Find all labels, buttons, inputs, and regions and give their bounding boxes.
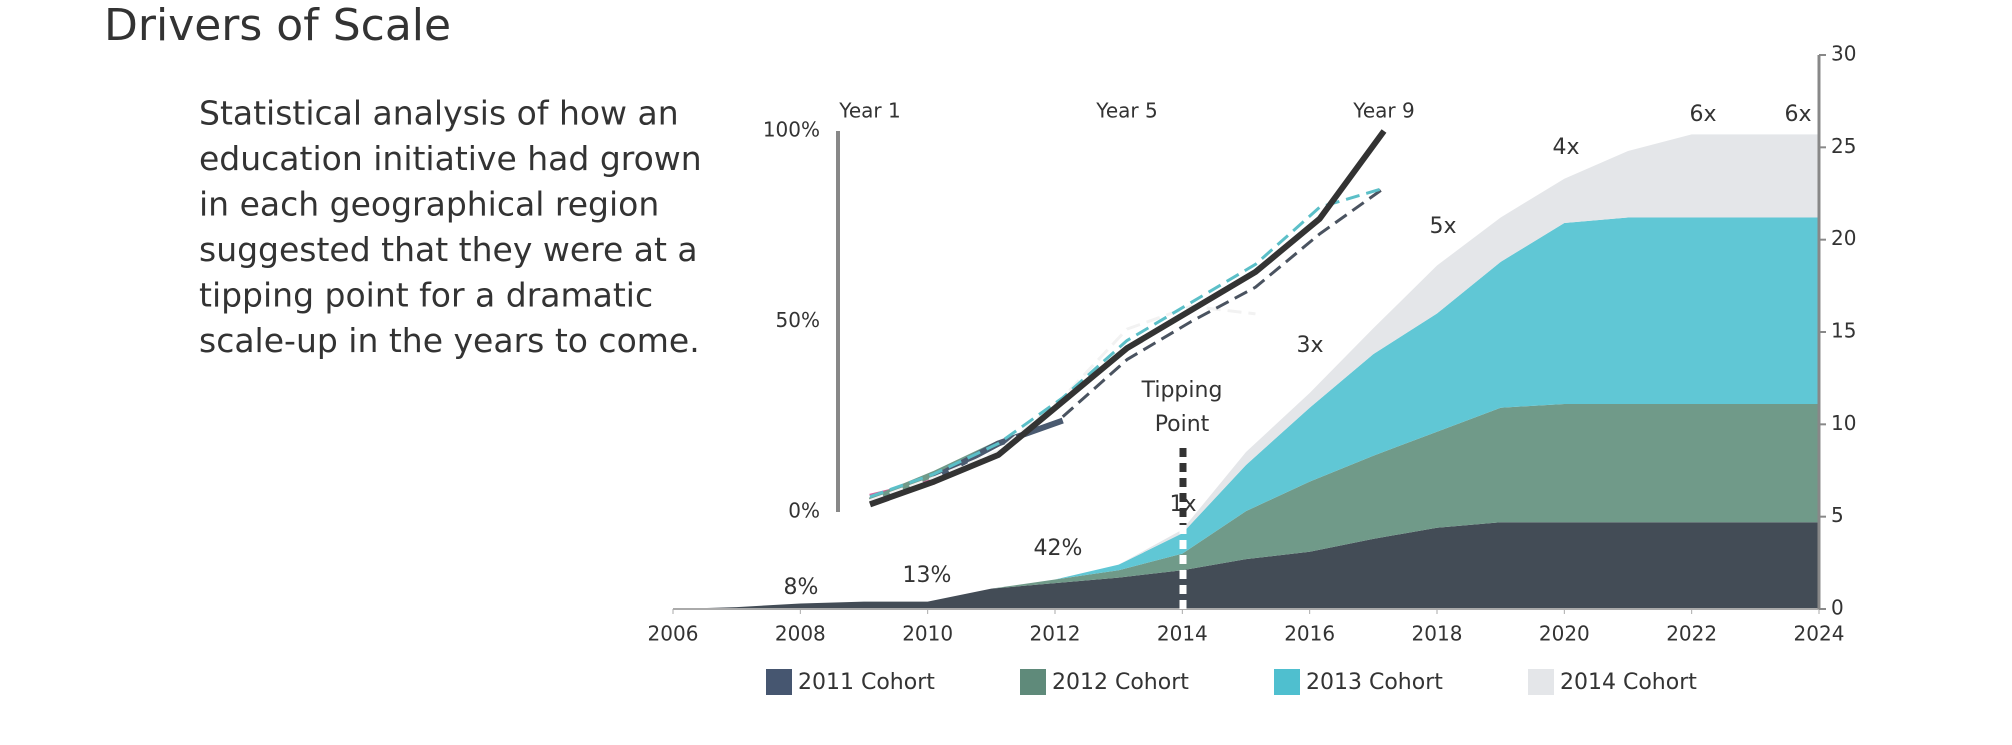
legend-label: 2011 Cohort bbox=[798, 670, 935, 695]
legend-swatch bbox=[1274, 669, 1300, 695]
y-tick-label: 5 bbox=[1831, 503, 1844, 527]
x-tick-label: 2016 bbox=[1284, 622, 1335, 646]
y-tick-label: 20 bbox=[1831, 226, 1856, 250]
y-tick-label: 30 bbox=[1831, 42, 1856, 66]
area bbox=[673, 134, 1819, 609]
x-tick-label: Year 9 bbox=[1352, 99, 1414, 123]
legend-swatch bbox=[1020, 669, 1046, 695]
legend-label: 2014 Cohort bbox=[1560, 670, 1697, 695]
annotation: Point bbox=[1155, 412, 1210, 437]
line bbox=[1061, 186, 1385, 418]
annotation: 8% bbox=[784, 575, 819, 600]
y-tick-label: 15 bbox=[1831, 319, 1856, 343]
page-title: Drivers of Scale bbox=[104, 0, 451, 51]
inset-chart: 0% 50% 100% Year 1 Year 5 Year 9 bbox=[763, 99, 1415, 523]
legend-label: 2013 Cohort bbox=[1306, 670, 1443, 695]
y-tick-label: 10 bbox=[1831, 411, 1856, 435]
x-tick-label: 2006 bbox=[648, 622, 699, 646]
x-tick-label: 2014 bbox=[1157, 622, 1208, 646]
description-line: tipping point for a dramatic bbox=[199, 276, 653, 315]
description: Statistical analysis of how an education … bbox=[199, 94, 702, 361]
description-line: education initiative had grown bbox=[199, 139, 702, 178]
annotation: 6x bbox=[1784, 102, 1811, 127]
main-chart: 2006 2008 2010 2012 2014 2016 2018 2020 2022 2024… bbox=[648, 42, 1857, 646]
y-tick-label: 0 bbox=[1831, 596, 1844, 620]
x-tick-label: 2008 bbox=[775, 622, 826, 646]
x-tick-label: Year 5 bbox=[1095, 99, 1157, 123]
line bbox=[869, 186, 1385, 499]
annotation: 42% bbox=[1034, 536, 1083, 561]
annotation: 3x bbox=[1296, 333, 1323, 358]
description-line: suggested that they were at a bbox=[199, 230, 698, 269]
y-tick-label: 50% bbox=[776, 308, 820, 332]
description-line: scale-up in the years to come. bbox=[199, 321, 700, 360]
description-line: Statistical analysis of how an bbox=[199, 94, 679, 133]
annotation: 4x bbox=[1552, 135, 1579, 160]
legend-label: 2012 Cohort bbox=[1052, 670, 1189, 695]
x-tick-label: 2012 bbox=[1030, 622, 1081, 646]
legend-swatch bbox=[1528, 669, 1554, 695]
annotation: 6x bbox=[1689, 102, 1716, 127]
y-tick-label: 25 bbox=[1831, 134, 1856, 158]
x-tick-label: 2018 bbox=[1412, 622, 1463, 646]
x-tick-label: 2024 bbox=[1794, 622, 1845, 646]
annotation: 5x bbox=[1429, 214, 1456, 239]
description-line: in each geographical region bbox=[199, 185, 659, 224]
x-tick-label: 2020 bbox=[1539, 622, 1590, 646]
area bbox=[673, 404, 1819, 609]
y-tick-label: 100% bbox=[763, 118, 820, 142]
line bbox=[868, 129, 1387, 508]
annotation: Tipping bbox=[1141, 378, 1223, 403]
legend-swatch bbox=[766, 669, 792, 695]
annotation: 13% bbox=[903, 563, 952, 588]
x-tick-label: 2022 bbox=[1666, 622, 1717, 646]
y-tick-label: 0% bbox=[788, 499, 820, 523]
x-tick-label: 2010 bbox=[902, 622, 953, 646]
legend: 2011 Cohort 2012 Cohort 2013 Cohort 2014 Co… bbox=[766, 669, 1697, 695]
x-tick-label: Year 1 bbox=[838, 99, 900, 123]
area bbox=[673, 522, 1819, 609]
area bbox=[673, 217, 1819, 610]
